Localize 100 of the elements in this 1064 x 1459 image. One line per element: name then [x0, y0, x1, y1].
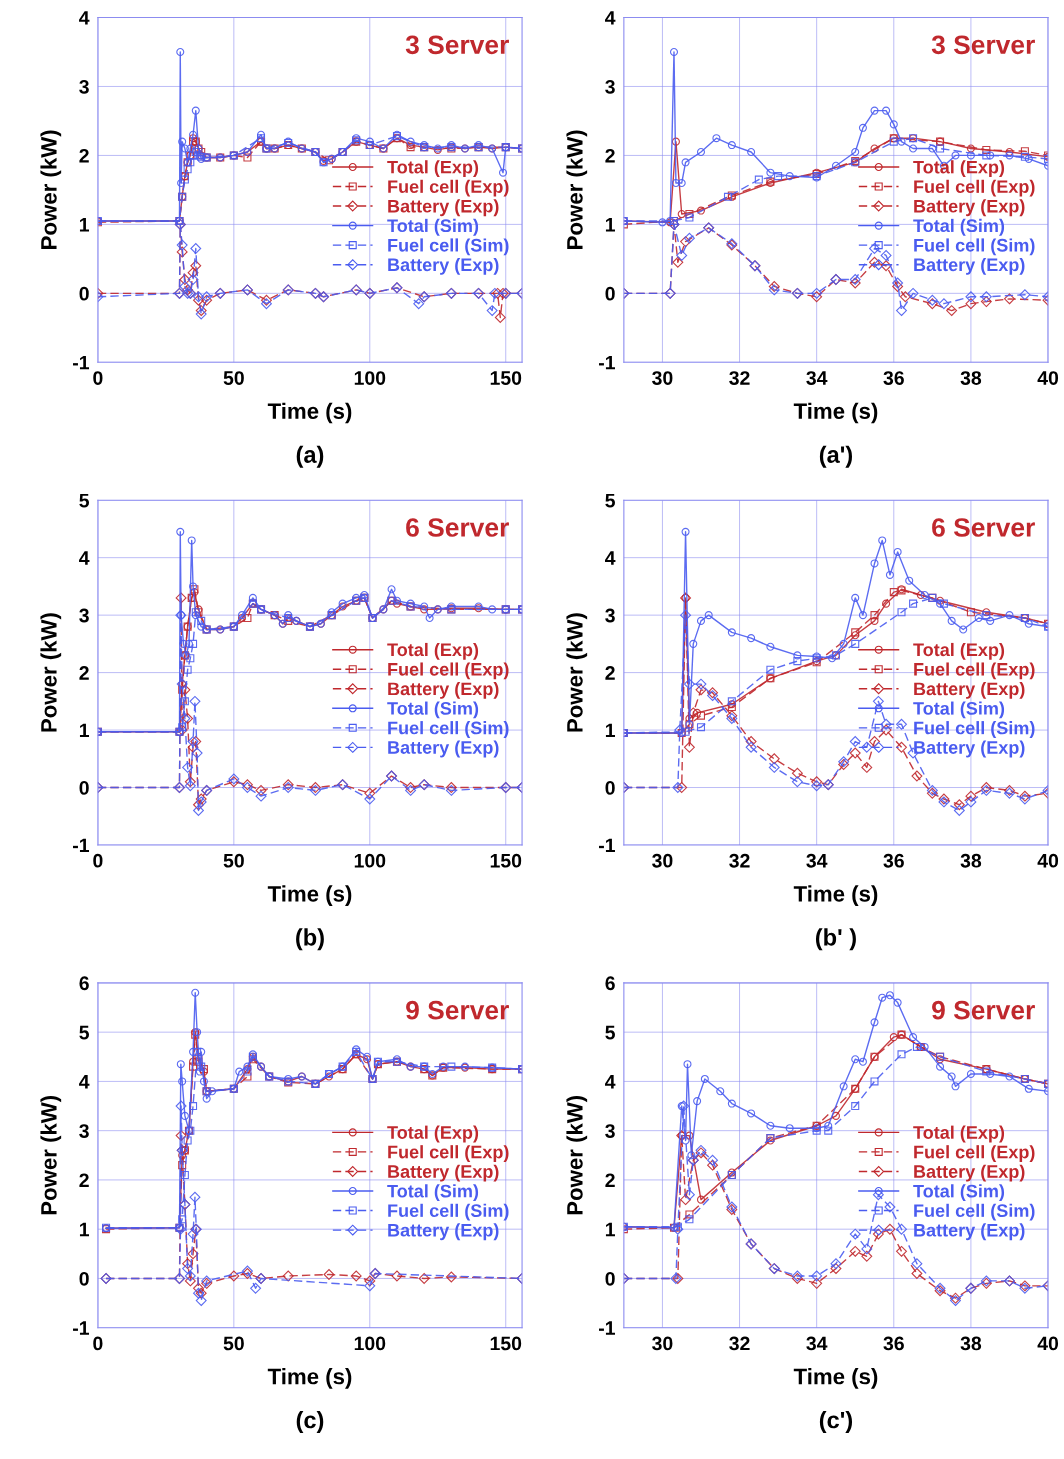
- y-tick-label: 5: [79, 1025, 90, 1040]
- x-tick-label: 100: [354, 1336, 386, 1351]
- legend-label: Total (Exp): [913, 642, 1005, 660]
- y-tick-label: -1: [599, 1321, 615, 1335]
- legend-label: Battery (Exp): [914, 199, 1025, 217]
- y-tick-label: 3: [605, 1124, 615, 1138]
- legend-label: Fuel cell (Exp): [388, 179, 509, 197]
- y-tick-label: 0: [79, 286, 89, 301]
- x-tick-label: 30: [652, 853, 673, 868]
- x-tick-label: 100: [354, 371, 386, 385]
- legend-label: Battery (Exp): [388, 257, 499, 275]
- text: 6 Server: [406, 518, 509, 537]
- legend-label: Fuel cell (Sim): [914, 721, 1035, 738]
- y-tick-label: 0: [605, 286, 615, 301]
- legend-label: Battery (Exp): [914, 682, 1025, 699]
- legend-label: Battery (Exp): [914, 1164, 1025, 1182]
- x-tick-label: 32: [729, 853, 750, 868]
- text: (c): [296, 1411, 324, 1434]
- x-tick-label: 40: [1037, 1336, 1059, 1351]
- y-tick-label: -1: [73, 355, 90, 370]
- legend-label: Battery (Exp): [388, 1223, 499, 1241]
- legend-label: Fuel cell (Exp): [914, 662, 1035, 680]
- x-tick-label: 50: [223, 853, 244, 868]
- legend-label: Battery (Exp): [914, 257, 1025, 275]
- x-tick-label: 32: [729, 371, 750, 385]
- text: (b' ): [815, 928, 856, 951]
- y-tick-label: 1: [605, 1222, 615, 1237]
- y-tick-label: 2: [605, 666, 615, 680]
- x-tick-label: 38: [960, 371, 982, 385]
- y-tick-label: -1: [599, 838, 615, 853]
- x-tick-label: 50: [223, 1336, 244, 1351]
- x-tick-label: 100: [354, 853, 386, 868]
- legend-label: Fuel cell (Exp): [388, 1145, 509, 1162]
- x-tick-label: 150: [490, 853, 522, 868]
- y-tick-label: 1: [79, 723, 90, 738]
- y-tick-label: 5: [605, 1025, 615, 1040]
- y-axis-title: Power (kW): [566, 1095, 588, 1215]
- y-tick-label: -1: [599, 355, 615, 370]
- legend-label: Total (Exp): [387, 1125, 479, 1143]
- y-tick-label: 0: [605, 781, 615, 795]
- y-tick-label: 2: [79, 148, 89, 163]
- legend-label: Total (Exp): [913, 160, 1005, 178]
- y-axis-title: Power (kW): [40, 1095, 62, 1215]
- x-tick-label: 40: [1037, 371, 1059, 385]
- x-tick-label: 34: [806, 371, 828, 385]
- x-tick-label: 150: [490, 1336, 522, 1351]
- y-tick-label: -1: [73, 1321, 90, 1335]
- x-tick-label: 36: [883, 371, 904, 385]
- x-axis-title: Time (s): [793, 402, 878, 424]
- x-tick-label: 34: [806, 853, 828, 868]
- text: 6 Server: [932, 518, 1035, 537]
- x-tick-label: 36: [883, 853, 904, 868]
- x-tick-label: 32: [729, 1336, 750, 1351]
- legend-label: Total (Sim): [387, 1184, 479, 1202]
- y-tick-label: 2: [605, 148, 615, 163]
- x-tick-label: 150: [490, 371, 522, 385]
- x-tick-label: 0: [93, 853, 103, 868]
- y-tick-label: 4: [605, 11, 616, 25]
- legend-label: Total (Sim): [913, 701, 1005, 719]
- x-tick-label: 30: [652, 1336, 673, 1351]
- x-tick-label: 40: [1037, 853, 1059, 868]
- legend-label: Battery (Exp): [914, 740, 1025, 758]
- y-tick-label: 0: [79, 781, 89, 795]
- y-tick-label: 2: [605, 1173, 615, 1187]
- y-axis-title: Power (kW): [40, 613, 62, 732]
- x-tick-label: 0: [93, 1336, 103, 1351]
- x-axis-title: Time (s): [793, 885, 878, 907]
- text: 3 Server: [931, 35, 1035, 55]
- x-axis-title: Time (s): [267, 402, 352, 424]
- y-tick-label: 1: [79, 218, 90, 232]
- x-tick-label: 38: [960, 1336, 982, 1351]
- legend-label: Fuel cell (Sim): [388, 238, 509, 256]
- y-tick-label: 1: [79, 1222, 90, 1237]
- legend-label: Battery (Exp): [388, 1164, 499, 1182]
- y-tick-label: 0: [79, 1271, 89, 1286]
- x-tick-label: 0: [93, 371, 103, 385]
- legend-label: Total (Exp): [387, 160, 479, 178]
- legend-label: Battery (Exp): [388, 740, 499, 758]
- legend-label: Total (Sim): [387, 218, 479, 236]
- legend-label: Fuel cell (Sim): [388, 721, 509, 738]
- legend-label: Fuel cell (Sim): [388, 1203, 509, 1221]
- legend-label: Battery (Exp): [388, 199, 499, 217]
- legend-label: Fuel cell (Sim): [914, 1203, 1035, 1221]
- y-tick-label: 1: [605, 723, 615, 738]
- text: 9 Server: [406, 1000, 509, 1020]
- y-axis-title: Power (kW): [566, 130, 588, 249]
- legend-label: Total (Sim): [387, 701, 479, 719]
- x-tick-label: 30: [652, 371, 673, 385]
- y-tick-label: 5: [79, 493, 90, 508]
- y-tick-label: 4: [79, 11, 90, 25]
- y-tick-label: 4: [79, 1075, 90, 1089]
- text: (b): [296, 928, 324, 951]
- y-tick-label: 6: [79, 976, 89, 991]
- text: (a): [296, 445, 324, 468]
- text: 9 Server: [932, 1000, 1035, 1020]
- x-axis-title: Time (s): [793, 1368, 878, 1389]
- y-axis-title: Power (kW): [566, 613, 588, 732]
- x-tick-label: 34: [806, 1336, 828, 1351]
- legend-label: Fuel cell (Exp): [914, 179, 1035, 197]
- legend-label: Total (Exp): [387, 642, 479, 660]
